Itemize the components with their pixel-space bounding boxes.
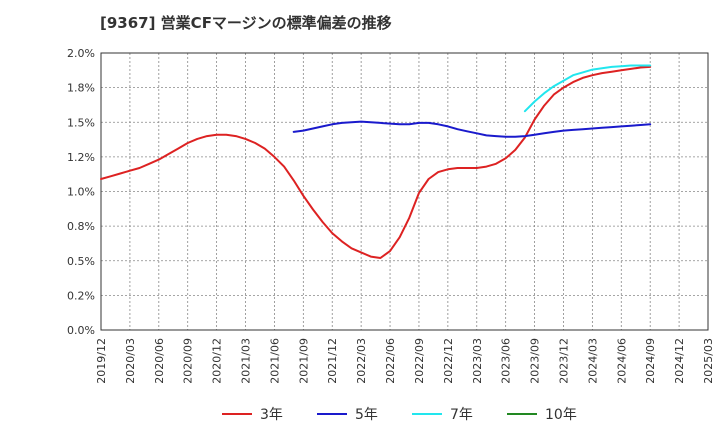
x-tick-label: 2024/03 — [586, 338, 599, 384]
plot-area-frame — [100, 52, 709, 331]
y-tick-label: 0.2% — [67, 289, 95, 302]
series-lines — [100, 64, 652, 259]
y-tick-label: 1.2% — [67, 151, 95, 164]
x-tick-label: 2022/06 — [384, 338, 397, 384]
x-tick-label: 2023/03 — [471, 338, 484, 384]
x-tick-label: 2020/03 — [124, 338, 137, 384]
series-line-3年 — [100, 65, 652, 259]
legend-label: 5年 — [355, 407, 378, 423]
x-tick-label: 2021/09 — [297, 338, 310, 384]
y-tick-label: 0.5% — [67, 255, 95, 268]
legend-label: 7年 — [450, 407, 473, 423]
x-axis-ticks: 2019/12 2020/03 2020/06 2020/09 2020/12 2021/… — [95, 338, 715, 384]
legend-label: 10年 — [545, 407, 577, 423]
x-tick-label: 2020/12 — [211, 338, 224, 384]
legend: 3年 5年 7年 10年 — [222, 407, 577, 423]
x-tick-label: 2022/03 — [355, 338, 368, 384]
x-tick-label: 2019/12 — [95, 338, 108, 384]
grid — [101, 53, 708, 330]
series-line-5年 — [292, 120, 652, 138]
x-tick-label: 2022/12 — [442, 338, 455, 384]
x-tick-label: 2022/09 — [413, 338, 426, 384]
chart-title: [9367] 営業CFマージンの標準偏差の推移 — [100, 14, 392, 32]
x-tick-label: 2023/06 — [500, 338, 513, 384]
y-tick-label: 1.8% — [67, 82, 95, 95]
x-tick-label: 2024/06 — [615, 338, 628, 384]
y-tick-label: 1.5% — [67, 116, 95, 129]
x-tick-label: 2020/09 — [182, 338, 195, 384]
x-tick-label: 2023/12 — [557, 338, 570, 384]
y-tick-label: 0.0% — [67, 324, 95, 337]
x-tick-label: 2021/03 — [240, 338, 253, 384]
series-line-7年 — [523, 64, 652, 113]
x-tick-label: 2021/06 — [268, 338, 281, 384]
x-tick-label: 2021/12 — [326, 338, 339, 384]
x-tick-label: 2023/09 — [529, 338, 542, 384]
y-tick-label: 0.8% — [67, 220, 95, 233]
x-tick-label: 2024/12 — [673, 338, 686, 384]
x-tick-label: 2020/06 — [153, 338, 166, 384]
x-tick-label: 2024/09 — [644, 338, 657, 384]
x-tick-label: 2025/03 — [702, 338, 715, 384]
y-tick-label: 1.0% — [67, 186, 95, 199]
legend-label: 3年 — [260, 407, 283, 423]
y-tick-label: 2.0% — [67, 47, 95, 60]
y-axis-ticks: 0.0% 0.2% 0.5% 0.8% 1.0% 1.2% 1.5% 1.8% 2.0% — [67, 47, 95, 337]
